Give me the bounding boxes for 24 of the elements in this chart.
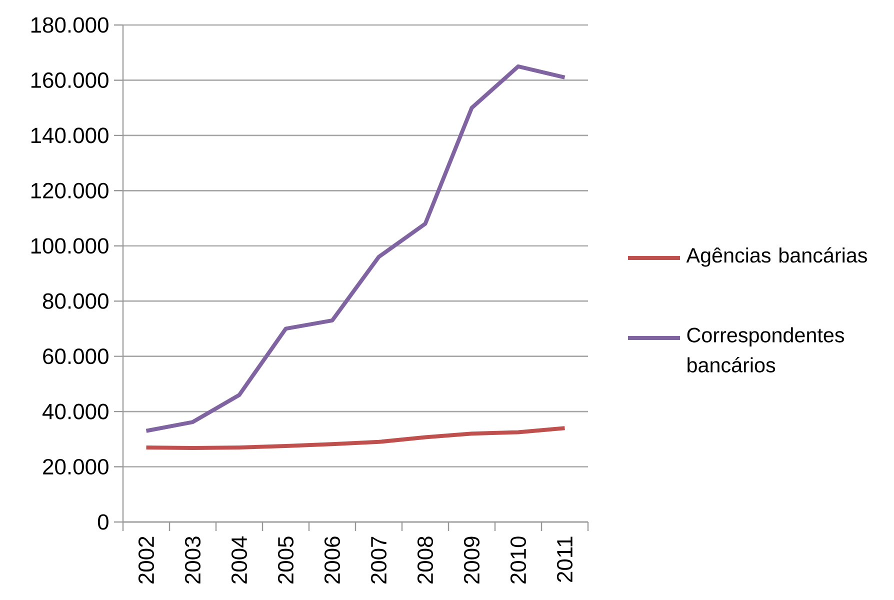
x-tick-label: 2009	[464, 536, 480, 584]
y-tick-label: 160.000	[31, 72, 108, 88]
line-series	[144, 426, 567, 450]
y-tick-label: 60.000	[43, 348, 108, 364]
y-tick-label: 80.000	[42, 293, 108, 309]
y-tick-label: 180.000	[31, 17, 108, 33]
y-tick-label: 120.000	[31, 182, 108, 198]
x-tick-label: 2011	[556, 536, 573, 582]
x-tick-label: 2007	[370, 536, 387, 584]
x-tick-label: 2006	[324, 536, 340, 584]
x-tick-label: 2003	[184, 536, 201, 584]
x-tick-label: 2010	[510, 536, 526, 584]
legend-label: Correspondentes bancários	[687, 327, 844, 372]
x-tick-label: 2002	[138, 536, 154, 584]
legend-label: Agências bancárias	[686, 247, 867, 267]
y-tick-label: 40.000	[42, 404, 108, 420]
x-tick-label: 2005	[278, 536, 294, 584]
y-tick-label: 140.000	[31, 128, 108, 144]
y-tick-label: 0	[98, 514, 108, 530]
x-tick-label: 2004	[231, 536, 248, 584]
line-series	[144, 64, 567, 433]
x-tick-label: 2008	[417, 536, 434, 584]
y-tick-label: 20.000	[43, 458, 108, 475]
y-tick-label: 100.000	[31, 238, 108, 254]
